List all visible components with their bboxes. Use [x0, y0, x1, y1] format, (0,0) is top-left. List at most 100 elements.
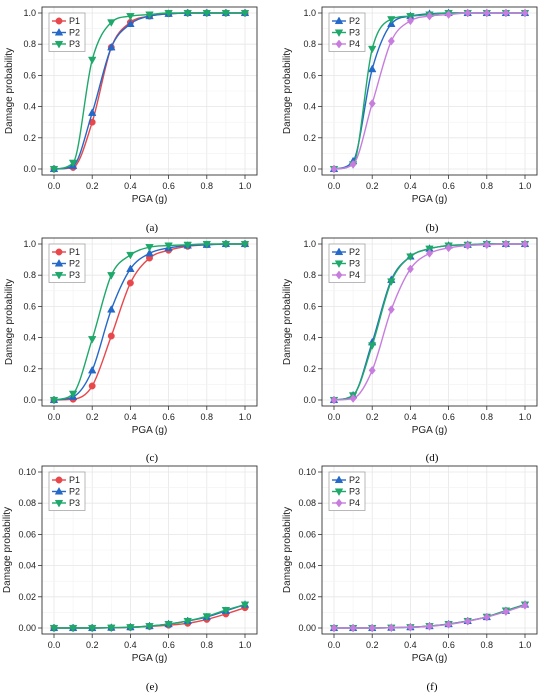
- legend-marker-P2: [334, 475, 344, 484]
- data-point-P4: [425, 11, 434, 21]
- data-point-P3: [145, 623, 154, 631]
- y-tick-label: 0.6: [23, 70, 36, 80]
- y-tick-label: 0.2: [303, 364, 316, 374]
- data-point-P4: [330, 623, 338, 633]
- y-tick-label: 0.0: [23, 164, 36, 174]
- data-point-P4: [521, 239, 529, 249]
- data-point-P3: [183, 241, 192, 250]
- data-point-P4: [425, 621, 434, 631]
- y-tick-label: 0.8: [303, 270, 316, 280]
- data-point-P4: [464, 241, 472, 250]
- x-tick-label: 1.0: [239, 181, 252, 191]
- x-axis-title: PGA (g): [412, 194, 448, 205]
- data-point-P4: [387, 36, 395, 46]
- x-tick-label: 0.4: [124, 181, 137, 191]
- data-point-P3: [87, 56, 97, 65]
- y-tick-label: 1.0: [23, 8, 36, 18]
- legend-marker-P4: [335, 39, 343, 49]
- data-point-P4: [521, 8, 529, 18]
- x-axis-title: PGA (g): [132, 425, 168, 436]
- legend-label-P3: P3: [349, 487, 360, 497]
- series-P3: [49, 240, 250, 405]
- data-point-P4: [406, 16, 414, 26]
- data-point-P4: [464, 616, 472, 626]
- data-point-P1: [107, 332, 115, 340]
- data-point-P2: [126, 19, 135, 27]
- data-point-P4: [483, 612, 491, 622]
- panel-caption: (a): [146, 222, 159, 234]
- x-tick-label: 0.4: [404, 181, 417, 191]
- x-tick-label: 0.6: [162, 412, 175, 422]
- y-tick-label: 0.0: [303, 395, 316, 405]
- data-point-P1: [88, 382, 96, 390]
- y-tick-label: 0.4: [23, 102, 36, 112]
- x-tick-label: 0.8: [481, 412, 494, 422]
- grid-lines: [322, 7, 537, 175]
- x-tick-label: 0.4: [404, 412, 417, 422]
- data-point-P2: [367, 64, 377, 73]
- series-P4: [330, 8, 529, 174]
- y-tick-label: 0.00: [298, 623, 316, 633]
- data-point-P3: [202, 9, 212, 18]
- x-tick-label: 1.0: [239, 640, 252, 650]
- legend-label-P2: P2: [349, 247, 360, 257]
- y-tick-label: 0.0: [303, 164, 316, 174]
- data-point-P3: [387, 16, 396, 24]
- legend-label-P1: P1: [69, 16, 80, 26]
- data-point-P3: [68, 159, 78, 168]
- y-tick-label: 0.08: [18, 498, 36, 508]
- legend-marker-P2: [54, 258, 64, 267]
- data-point-P3: [387, 278, 396, 286]
- data-point-P4: [330, 164, 338, 174]
- panel-caption: (c): [146, 452, 159, 464]
- x-tick-label: 0.0: [328, 412, 341, 422]
- legend-label-P2: P2: [69, 487, 80, 497]
- plot-frame: [41, 237, 258, 407]
- data-point-P3: [68, 624, 78, 633]
- legend-label-P3: P3: [349, 259, 360, 269]
- y-tick-label: 1.0: [303, 239, 316, 249]
- y-tick-label: 0.8: [303, 39, 316, 49]
- x-axis-title: PGA (g): [412, 425, 448, 436]
- data-point-P3: [49, 165, 59, 174]
- data-point-P3: [183, 9, 192, 18]
- y-tick-label: 0.6: [23, 301, 36, 311]
- legend-marker-P3: [54, 499, 64, 508]
- x-tick-label: 0.6: [442, 640, 455, 650]
- y-tick-label: 0.6: [303, 301, 316, 311]
- data-point-P3: [202, 613, 212, 621]
- y-tick-label: 0.8: [23, 270, 36, 280]
- legend-label-P2: P2: [349, 16, 360, 26]
- data-point-P2: [107, 42, 116, 51]
- data-point-P4: [445, 620, 453, 629]
- legend-label-P4: P4: [349, 498, 360, 508]
- data-point-P4: [502, 8, 510, 18]
- data-point-P2: [87, 365, 97, 374]
- x-tick-label: 0.0: [48, 640, 61, 650]
- chart-panel-f: 0.0 0.2 0.4 0.6 0.8 1.0 0.00 0.02 0.04 0.06 0.08 0.…: [282, 465, 538, 693]
- y-axis-title: Damage probability: [4, 279, 15, 365]
- legend-marker-P1: [55, 17, 63, 25]
- x-tick-label: 0.2: [366, 181, 379, 191]
- data-point-P4: [368, 99, 376, 108]
- x-tick-label: 1.0: [519, 181, 532, 191]
- data-point-P3: [126, 13, 135, 21]
- x-tick-label: 0.6: [162, 181, 175, 191]
- data-point-P3: [221, 240, 231, 249]
- data-point-P3: [164, 621, 173, 629]
- y-tick-label: 1.0: [23, 239, 36, 249]
- x-tick-label: 0.4: [124, 640, 137, 650]
- chart-panel-d: 0.0 0.2 0.4 0.6 0.8 1.0 0.0 0.2 0.4 0.6 0.8 1.0 PGA …: [282, 237, 538, 464]
- y-tick-label: 1.0: [303, 8, 316, 18]
- data-point-P3: [49, 396, 59, 405]
- data-point-P4: [349, 623, 357, 633]
- data-point-P4: [349, 159, 357, 169]
- legend-marker-P3: [334, 488, 344, 497]
- panel-caption: (f): [427, 681, 438, 693]
- y-tick-label: 0.4: [23, 333, 36, 343]
- data-point-P3: [164, 242, 173, 251]
- data-point-P3: [406, 253, 415, 261]
- legend-label-P3: P3: [69, 270, 80, 280]
- legend-marker-P2: [54, 486, 64, 495]
- data-point-P3: [145, 244, 154, 252]
